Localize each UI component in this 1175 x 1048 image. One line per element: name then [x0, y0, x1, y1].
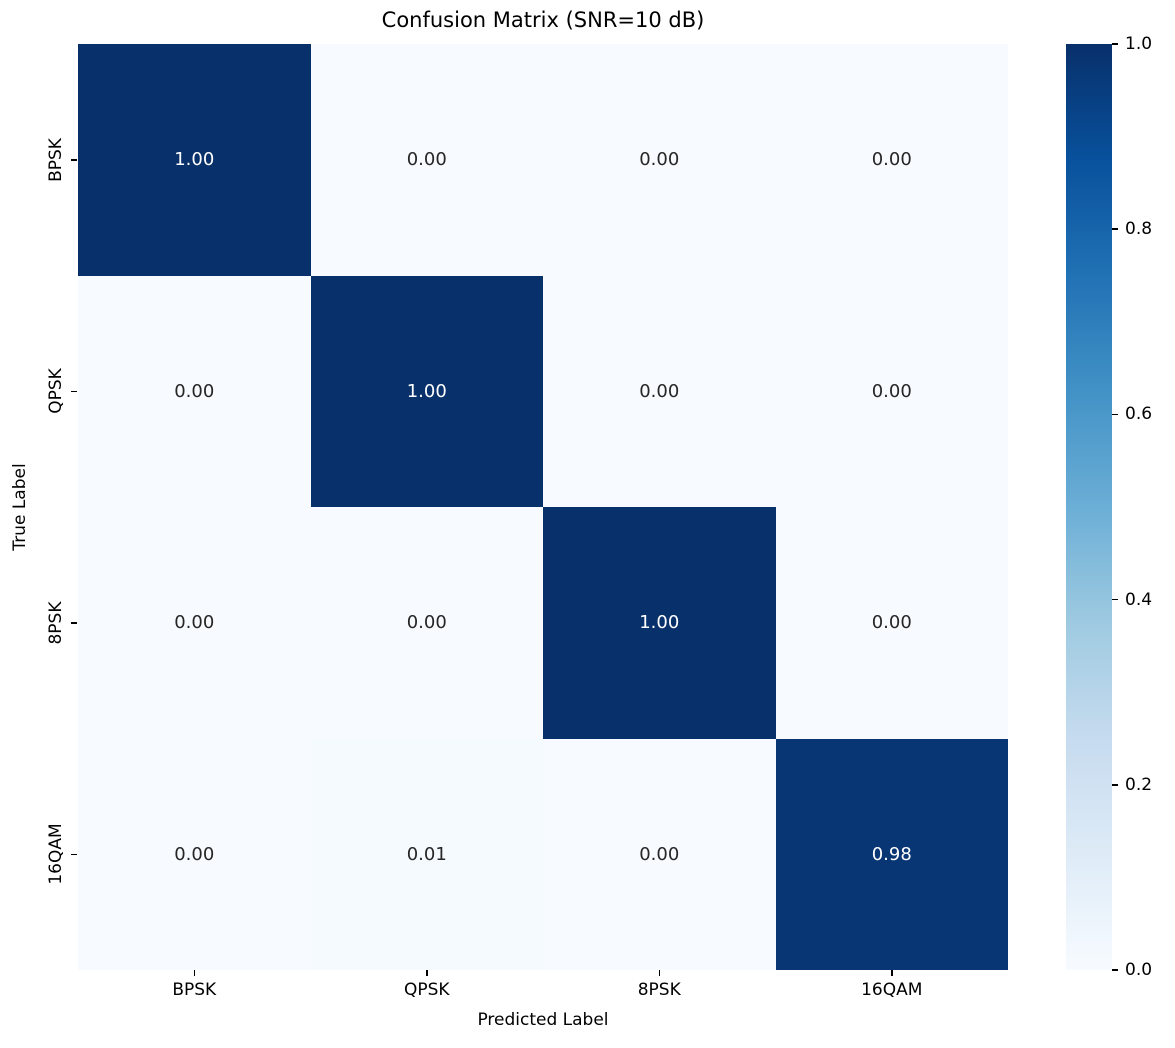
x-tick-mark — [193, 970, 195, 976]
colorbar-tick-label-0.6: 0.6 — [1125, 404, 1153, 425]
colorbar-tick-mark — [1112, 43, 1118, 45]
heatmap-cell-QPSK-8PSK: 0.00 — [543, 275, 776, 507]
cell-value: 0.00 — [871, 612, 912, 634]
chart-title: Confusion Matrix (SNR=10 dB) — [381, 8, 705, 32]
heatmap-cell-8PSK-QPSK: 0.00 — [310, 507, 543, 739]
cell-value: 1.00 — [639, 612, 680, 634]
heatmap-cell-16QAM-QPSK: 0.01 — [310, 738, 543, 970]
colorbar-tick-label-0.4: 0.4 — [1125, 589, 1153, 610]
x-axis-label: Predicted Label — [477, 1010, 609, 1030]
colorbar-tick-label-0.2: 0.2 — [1125, 774, 1153, 795]
colorbar-tick-label-1.0: 1.0 — [1125, 34, 1153, 54]
cell-value: 0.00 — [406, 612, 447, 634]
heatmap-cell-8PSK-8PSK: 1.00 — [543, 507, 776, 739]
heatmap-cell-BPSK-QPSK: 0.00 — [310, 44, 543, 276]
heatmap-cell-QPSK-QPSK: 1.00 — [310, 275, 543, 507]
heatmap-cell-8PSK-BPSK: 0.00 — [78, 507, 311, 739]
heatmap-plot-area: 1.00 0.00 0.00 0.00 0.00 1.00 0.00 0.00 0.00 0.00… — [78, 44, 1008, 970]
colorbar-tick-mark — [1112, 969, 1118, 971]
cell-value: 0.00 — [639, 843, 680, 865]
colorbar-tick-label-0.0: 0.0 — [1125, 960, 1153, 980]
cell-value: 0.00 — [174, 843, 215, 865]
heatmap-cell-BPSK-16QAM: 0.00 — [775, 44, 1008, 276]
heatmap-cell-BPSK-BPSK: 1.00 — [78, 44, 311, 276]
y-tick-mark — [71, 159, 77, 161]
heatmap-cell-QPSK-16QAM: 0.00 — [775, 275, 1008, 507]
x-tick-mark — [426, 970, 428, 976]
cell-value: 0.98 — [871, 843, 912, 865]
colorbar-tick-mark — [1112, 228, 1118, 230]
cell-value: 0.00 — [406, 149, 447, 171]
heatmap-cell-16QAM-16QAM: 0.98 — [775, 738, 1008, 970]
x-tick-label-8PSK: 8PSK — [637, 980, 681, 1000]
cell-value: 1.00 — [174, 149, 215, 171]
heatmap-cell-BPSK-8PSK: 0.00 — [543, 44, 776, 276]
heatmap-cell-QPSK-BPSK: 0.00 — [78, 275, 311, 507]
cell-value: 0.00 — [174, 612, 215, 634]
x-tick-label-BPSK: BPSK — [172, 980, 217, 1000]
cell-value: 0.00 — [639, 380, 680, 402]
cell-value: 0.00 — [639, 149, 680, 171]
colorbar-tick-mark — [1112, 413, 1118, 416]
x-tick-label-QPSK: QPSK — [403, 980, 450, 1000]
heatmap-cell-8PSK-16QAM: 0.00 — [775, 507, 1008, 739]
x-tick-label-16QAM: 16QAM — [861, 980, 923, 1000]
x-tick-mark — [658, 970, 660, 976]
y-tick-mark — [71, 853, 77, 855]
colorbar-tick-label-0.8: 0.8 — [1125, 219, 1153, 240]
heatmap-cell-16QAM-BPSK: 0.00 — [78, 738, 311, 970]
y-tick-mark — [71, 390, 77, 392]
cell-value: 0.00 — [871, 380, 912, 402]
colorbar-tick-mark — [1112, 598, 1118, 601]
heatmap-cell-16QAM-8PSK: 0.00 — [543, 738, 776, 970]
cell-value: 1.00 — [406, 380, 447, 402]
cell-value: 0.00 — [871, 149, 912, 171]
cell-value: 0.01 — [406, 843, 447, 865]
cell-value: 0.00 — [174, 380, 215, 402]
y-tick-mark — [71, 622, 77, 624]
colorbar-tick-mark — [1112, 784, 1118, 786]
x-tick-mark — [891, 970, 893, 976]
colorbar — [1066, 44, 1112, 970]
